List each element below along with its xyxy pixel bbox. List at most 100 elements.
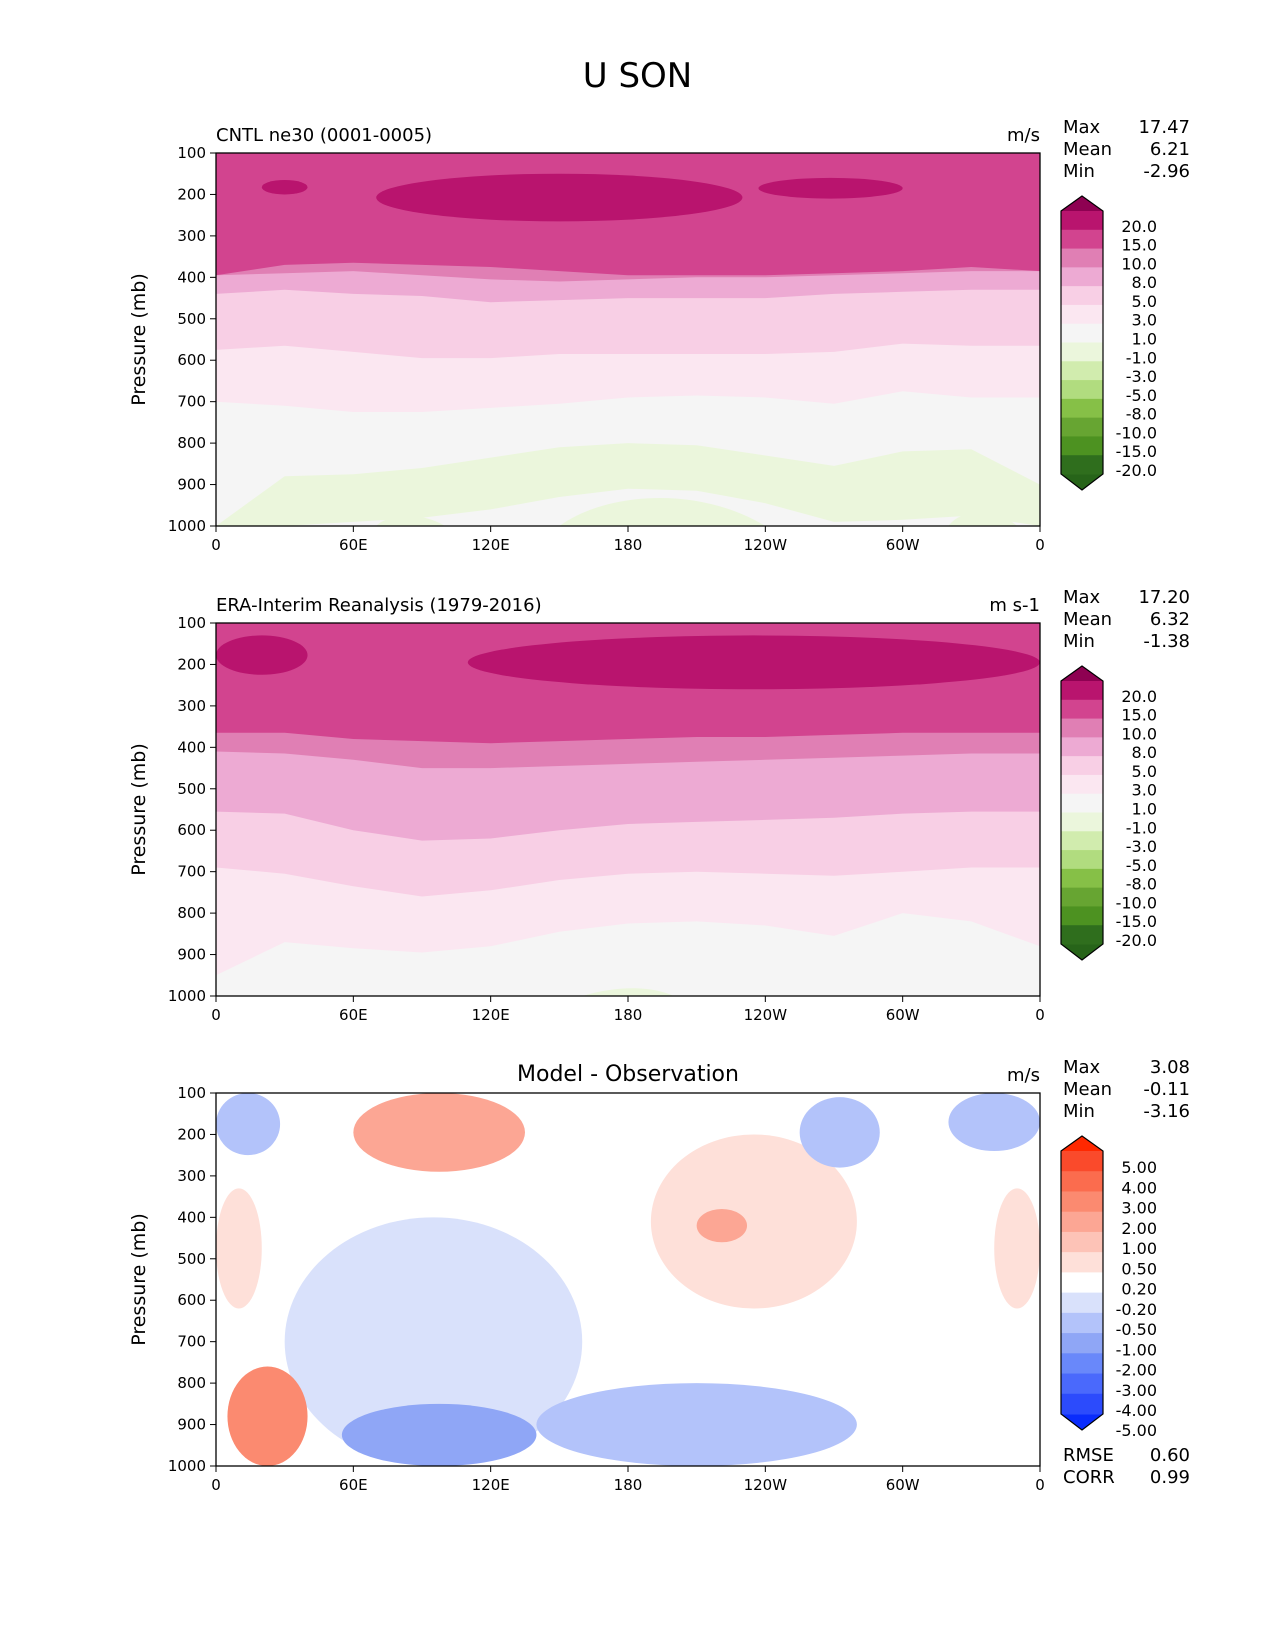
colorbar-swatch	[1061, 737, 1103, 757]
colorbar-swatch	[1061, 850, 1103, 870]
colorbar-tick-label: 10.0	[1121, 724, 1157, 743]
colorbar-swatch	[1061, 323, 1103, 343]
colorbar-tick-label: -0.50	[1116, 1320, 1157, 1339]
y-tick-label: 800	[177, 904, 206, 922]
y-tick-label: 600	[177, 351, 206, 369]
jet-core	[467, 635, 1040, 690]
colorbar-tick-label: -3.00	[1116, 1381, 1157, 1400]
colorbar-swatch	[1061, 812, 1103, 832]
colorbar-tick-label: -10.0	[1116, 423, 1157, 442]
negative-anomaly	[341, 1403, 537, 1466]
colorbar-outline	[1060, 665, 1104, 961]
colorbar: 5.004.00 3.002.001.000.50 0.20-0.20-0.50-1…	[1060, 1135, 1157, 1440]
x-tick-label: 0	[211, 536, 221, 554]
y-tick-label: 700	[177, 1333, 206, 1351]
negative-anomaly	[799, 1097, 880, 1168]
colorbar-extend-max	[1061, 1136, 1103, 1151]
colorbar-tick-label: 5.0	[1132, 292, 1157, 311]
stat-value-mean: -0.11	[1143, 1079, 1190, 1100]
colorbar-tick-label: 20.0	[1121, 217, 1157, 236]
x-tick-label: 60E	[339, 1476, 368, 1494]
x-tick-label: 120E	[472, 1476, 510, 1494]
positive-anomaly	[696, 1209, 748, 1243]
panel-title: CNTL ne30 (0001-0005)	[216, 125, 432, 146]
colorbar-tick-label: 5.00	[1121, 1158, 1157, 1177]
colorbar-tick-label: -4.00	[1116, 1401, 1157, 1420]
colorbar-tick-label: 4.00	[1121, 1178, 1157, 1197]
colorbar-swatch	[1061, 1373, 1103, 1395]
colorbar-swatch	[1061, 1211, 1103, 1233]
colorbar-swatch	[1061, 361, 1103, 381]
y-tick-label: 100	[177, 144, 206, 162]
negative-anomaly	[284, 1217, 583, 1466]
y-tick-label: 400	[177, 738, 206, 756]
panel-test: 100 200 300 400 500 600 700 800 900 1000 0 60E 120E 1…	[128, 117, 1190, 554]
units-label: m/s	[1007, 125, 1040, 146]
colorbar-tick-label: -20.0	[1116, 461, 1157, 480]
contour-field	[216, 623, 1040, 996]
y-tick-label: 300	[177, 1167, 206, 1185]
figure-title: U SON	[582, 56, 693, 96]
colorbar-swatch	[1061, 887, 1103, 907]
colorbar-swatch	[1061, 774, 1103, 795]
jet-core	[376, 173, 743, 222]
colorbar-tick-label: -0.20	[1116, 1300, 1157, 1319]
x-tick-label: 0	[1035, 536, 1045, 554]
colorbar-swatch	[1061, 1393, 1103, 1415]
y-tick-label: 700	[177, 863, 206, 881]
x-tick-label: 120E	[472, 1006, 510, 1024]
colorbar-swatch	[1061, 699, 1103, 720]
positive-anomaly	[216, 1188, 262, 1309]
colorbar-swatch	[1061, 342, 1103, 362]
colorbar-tick-label: 5.0	[1132, 762, 1157, 781]
colorbar-extend-min	[1061, 474, 1103, 490]
stat-value-min: -2.96	[1143, 161, 1190, 182]
y-tick-label: 300	[177, 697, 206, 715]
colorbar-swatch	[1061, 681, 1103, 701]
y-tick-label: 800	[177, 1374, 206, 1392]
stat-value-mean: 6.21	[1150, 139, 1190, 160]
colorbar-tick-label: 0.20	[1121, 1280, 1157, 1299]
stat-label-min: Min	[1063, 161, 1095, 182]
stat-label-min: Min	[1063, 631, 1095, 652]
colorbar-tick-label: -3.0	[1126, 367, 1157, 386]
colorbar-swatch	[1061, 1191, 1103, 1213]
y-tick-label: 400	[177, 1208, 206, 1226]
colorbar-tick-label: 3.00	[1121, 1199, 1157, 1218]
colorbar-swatch	[1061, 1272, 1103, 1294]
y-tick-label: 1000	[168, 1457, 206, 1475]
x-tick-label: 0	[1035, 1476, 1045, 1494]
colorbar-tick-label: -15.0	[1116, 442, 1157, 461]
stat-value-min: -1.38	[1143, 631, 1190, 652]
x-tick-label: 60E	[339, 1006, 368, 1024]
stat-value-max: 3.08	[1150, 1057, 1190, 1078]
contour-band	[948, 511, 1018, 526]
y-tick-label: 200	[177, 185, 206, 203]
jet-core	[216, 635, 308, 675]
colorbar-swatch	[1061, 1333, 1103, 1354]
colorbar-tick-label: -15.0	[1116, 912, 1157, 931]
colorbar-tick-label: -5.0	[1126, 386, 1157, 405]
y-tick-label: 600	[177, 1291, 206, 1309]
stat-label-mean: Mean	[1063, 1079, 1112, 1100]
positive-anomaly	[994, 1188, 1040, 1309]
y-tick-label: 500	[177, 780, 206, 798]
contour-band	[582, 988, 674, 996]
jet-core	[758, 177, 903, 199]
metric-value-rmse: 0.60	[1150, 1445, 1190, 1466]
colorbar-swatch	[1061, 286, 1103, 306]
colorbar-tick-label: 15.0	[1121, 236, 1157, 255]
colorbar-swatch	[1061, 1231, 1103, 1253]
x-tick-label: 180	[614, 1476, 643, 1494]
colorbar-swatch	[1061, 417, 1103, 437]
colorbar-tick-label: -5.00	[1116, 1421, 1157, 1440]
x-tick-label: 60W	[886, 1006, 920, 1024]
stat-label-max: Max	[1063, 587, 1101, 608]
colorbar-tick-label: 20.0	[1121, 687, 1157, 706]
colorbar-swatch	[1061, 211, 1103, 231]
colorbar-tick-label: 0.50	[1121, 1259, 1157, 1278]
colorbar-swatch	[1061, 455, 1103, 475]
colorbar-extend-min	[1061, 1414, 1103, 1430]
x-tick-label: 0	[211, 1006, 221, 1024]
positive-anomaly	[650, 1134, 857, 1309]
